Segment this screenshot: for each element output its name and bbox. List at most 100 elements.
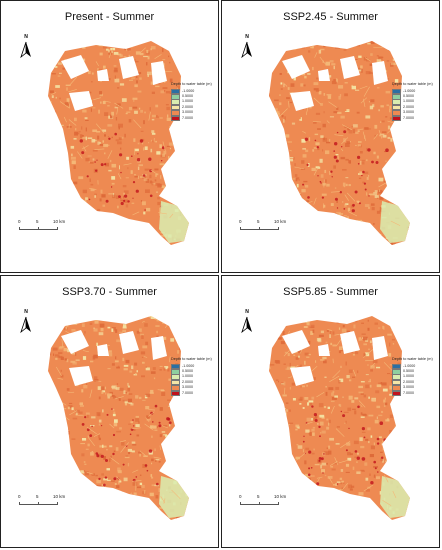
map-cell xyxy=(309,137,311,142)
map-cell xyxy=(356,43,360,47)
map-gap xyxy=(282,330,310,354)
map-cell xyxy=(355,231,360,234)
map-cell xyxy=(281,159,284,162)
map-cell xyxy=(387,197,389,200)
map-cell xyxy=(54,429,58,432)
map-cell xyxy=(125,112,128,115)
map-cell xyxy=(132,444,137,446)
scale-tick xyxy=(57,227,58,230)
legend-item-label: -1.0000 xyxy=(182,88,195,93)
map-cell xyxy=(56,464,61,468)
map-cell xyxy=(318,238,322,242)
map-cell xyxy=(302,219,307,222)
map-cell xyxy=(154,168,159,171)
map-cell xyxy=(48,351,50,354)
map-cell xyxy=(178,55,180,59)
map-cell xyxy=(321,416,325,419)
map-cell xyxy=(78,197,82,201)
map-cell xyxy=(89,322,93,325)
map-cell xyxy=(357,130,360,132)
map-deep-cell xyxy=(166,417,170,421)
map-boundary xyxy=(313,97,321,105)
map-cell xyxy=(175,407,180,409)
map-cell xyxy=(48,400,49,403)
map-boundary xyxy=(334,134,344,136)
map-cell xyxy=(50,454,54,458)
map-cell xyxy=(276,513,282,518)
map-cell xyxy=(370,365,375,369)
map-cell xyxy=(63,156,68,158)
map-cell xyxy=(49,90,54,94)
map-cell xyxy=(153,377,156,380)
map-cell xyxy=(144,323,148,327)
map-cell xyxy=(374,124,378,129)
map-deep-cell xyxy=(363,182,366,185)
map-deep-cell xyxy=(308,467,311,470)
map-deep-cell xyxy=(84,416,87,419)
map-cell xyxy=(349,511,354,514)
map-cell xyxy=(107,326,111,329)
map-boundary xyxy=(395,179,399,189)
map-cell xyxy=(93,222,98,226)
map-cell xyxy=(125,500,127,504)
map-cell xyxy=(414,185,416,189)
map-cell xyxy=(192,514,194,518)
map-cell xyxy=(324,214,326,218)
map-deep-cell xyxy=(100,454,104,458)
map-cell xyxy=(72,361,77,365)
map-boundary xyxy=(114,102,124,109)
map-cell xyxy=(399,140,402,143)
map-cell xyxy=(348,243,351,245)
map-cell xyxy=(83,200,87,203)
map-cell xyxy=(305,473,310,477)
map-cell xyxy=(155,116,159,118)
map-boundary xyxy=(150,169,157,175)
map-cell xyxy=(83,461,86,463)
map-cell xyxy=(345,183,348,187)
map-cell xyxy=(119,83,125,86)
map-cell xyxy=(368,72,373,74)
map-cell xyxy=(110,455,112,460)
map-cell xyxy=(308,400,314,403)
map-cell xyxy=(127,462,130,467)
map-cell xyxy=(320,330,324,334)
map-cell xyxy=(102,129,107,132)
map-cell xyxy=(369,105,374,110)
map-cell xyxy=(380,243,385,245)
map-cell xyxy=(169,126,172,128)
map-boundary xyxy=(289,150,292,152)
map-boundary xyxy=(93,97,101,101)
legend-item-label: 1.0000 xyxy=(182,99,193,104)
map-cell xyxy=(146,418,151,421)
map-cell xyxy=(124,46,128,51)
map-cell xyxy=(192,149,195,151)
map-cell xyxy=(359,171,363,175)
map-cell xyxy=(182,209,186,213)
map-cell xyxy=(283,119,285,123)
map-cell xyxy=(323,45,326,48)
map-cell xyxy=(96,485,102,489)
map-cell xyxy=(109,159,112,163)
map-cell xyxy=(190,198,194,201)
map-cell xyxy=(157,425,159,428)
map-cell xyxy=(102,46,108,49)
map-cell xyxy=(374,190,378,193)
map-cell xyxy=(113,411,116,416)
map-cell xyxy=(315,142,320,146)
map-cell xyxy=(316,240,322,242)
map-cell xyxy=(143,490,146,494)
map-cell xyxy=(115,117,118,121)
map-cell xyxy=(142,464,147,468)
map-cell xyxy=(301,189,306,193)
map-cell xyxy=(55,96,57,99)
map-cell xyxy=(338,232,340,234)
map-cell xyxy=(317,314,321,315)
map-cell xyxy=(411,50,415,52)
map-cell xyxy=(141,356,144,358)
map-cell xyxy=(376,87,380,89)
map-cell xyxy=(357,219,363,224)
map-cell xyxy=(350,204,354,208)
map-cell xyxy=(67,464,72,466)
map-gap xyxy=(372,61,388,85)
map-cell xyxy=(385,116,388,118)
